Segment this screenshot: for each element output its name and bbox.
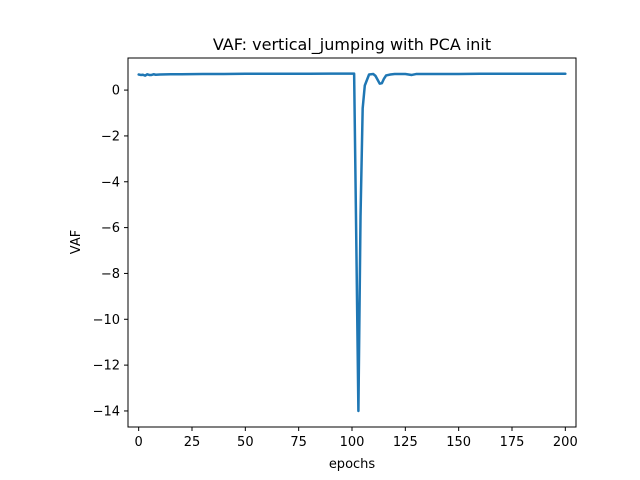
y-tick-label: −10	[93, 313, 120, 328]
x-tick-label: 100	[340, 435, 365, 450]
y-tick-label: −2	[101, 129, 120, 144]
x-tick-label: 75	[290, 435, 307, 450]
y-tick-label: 0	[112, 84, 120, 99]
x-tick-label: 150	[446, 435, 471, 450]
x-tick-label: 0	[135, 435, 143, 450]
x-tick-label: 200	[553, 435, 578, 450]
x-axis-label: epochs	[329, 457, 376, 472]
plot-layer	[137, 72, 567, 413]
x-axis: 0 25 50 75 100 125 150 175 200	[135, 427, 578, 450]
y-axis-label: VAF	[69, 230, 84, 254]
y-tick-label: −4	[101, 175, 120, 190]
x-tick-label: 125	[393, 435, 418, 450]
series-line-0	[137, 72, 567, 413]
y-tick-label: −14	[93, 404, 120, 419]
y-tick-label: −6	[101, 221, 120, 236]
y-tick-label: −8	[101, 267, 120, 282]
y-tick-label: −12	[93, 359, 120, 374]
x-tick-label: 175	[500, 435, 525, 450]
x-tick-label: 25	[184, 435, 201, 450]
y-axis: 0 −2 −4 −6 −8 −10 −12 −14	[93, 84, 128, 419]
x-tick-label: 50	[237, 435, 254, 450]
chart-title: VAF: vertical_jumping with PCA init	[213, 35, 491, 55]
